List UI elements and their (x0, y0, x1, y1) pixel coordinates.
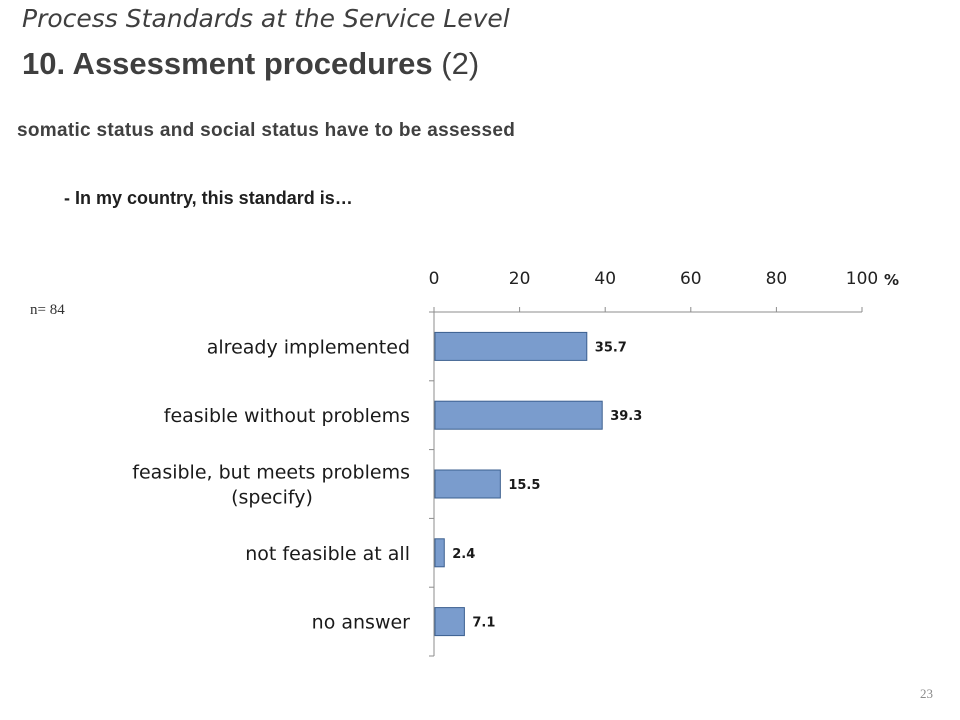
category-label: (specify) (231, 487, 313, 509)
bar-chart: 0 20 40 60 80 100 % 35.7 already implemented 39.3… (132, 269, 899, 657)
category-label: not feasible at all (245, 543, 410, 565)
bar (434, 538, 445, 568)
x-tick-label: 20 (509, 269, 531, 289)
slide-title: Process Standards at the Service Level (22, 4, 510, 33)
standard-statement: somatic status and social status have to… (17, 120, 516, 141)
data-label: 7.1 (472, 616, 495, 631)
x-tick-label: 80 (766, 269, 788, 289)
slide-heading: 10. Assessment procedures (2) (22, 46, 479, 82)
x-tick-label: 0 (429, 269, 440, 289)
bar (434, 400, 603, 430)
bar (434, 607, 465, 637)
category-label: already implemented (207, 336, 410, 358)
survey-question: - In my country, this standard is… (64, 188, 353, 208)
sample-size: n= 84 (30, 302, 65, 318)
bar (434, 469, 501, 499)
data-label: 35.7 (595, 340, 627, 355)
x-tick-label: 60 (680, 269, 702, 289)
category-label: no answer (312, 612, 411, 634)
category-label: feasible, but meets problems (132, 462, 410, 484)
x-tick-label: 100 (846, 269, 878, 289)
x-tick-label: 40 (594, 269, 616, 289)
heading-bold-part: 10. Assessment procedures (22, 46, 433, 81)
bar (434, 331, 588, 361)
category-label: feasible without problems (164, 405, 410, 427)
x-unit-label: % (884, 271, 899, 289)
heading-rest-part: (2) (441, 46, 480, 81)
page-number: 23 (920, 686, 933, 701)
data-label: 15.5 (508, 478, 540, 493)
data-label: 2.4 (452, 547, 475, 562)
data-label: 39.3 (610, 409, 642, 424)
